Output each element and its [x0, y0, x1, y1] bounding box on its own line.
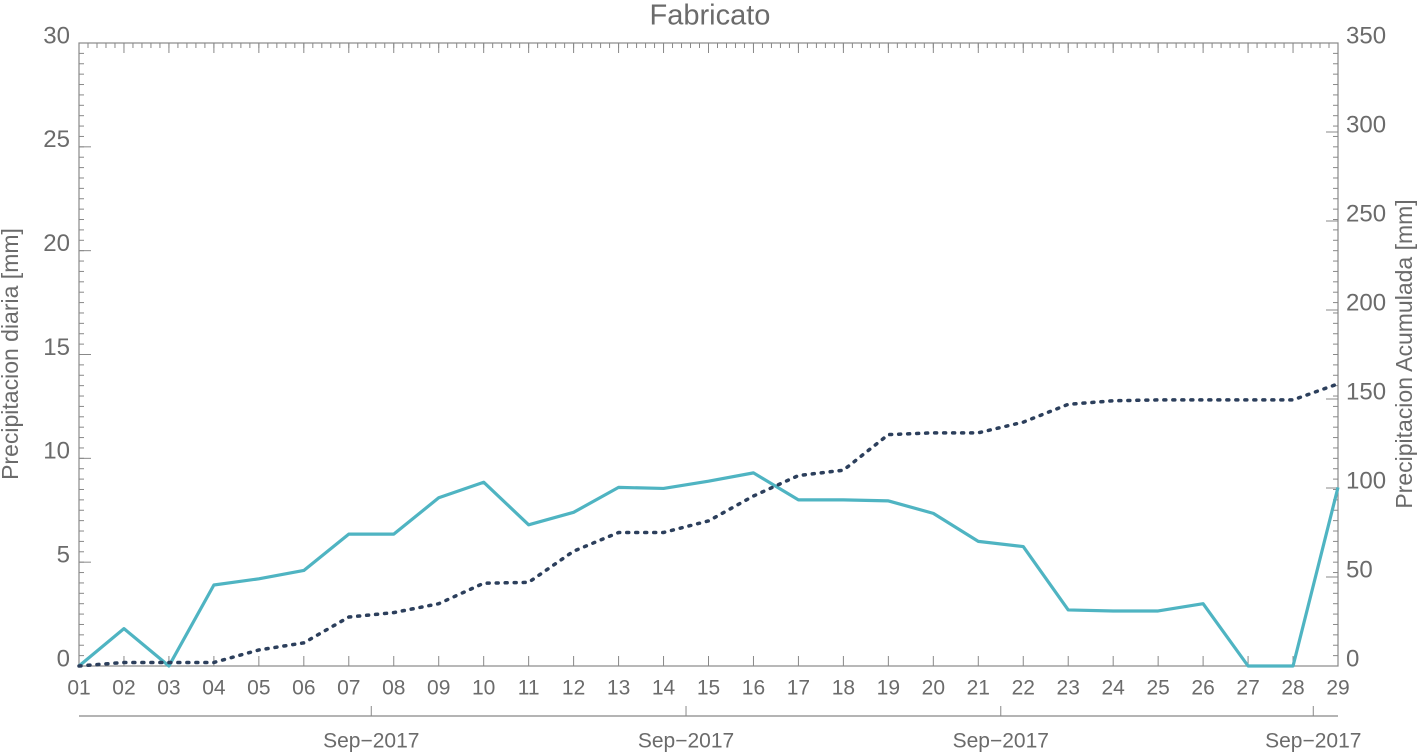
y-tick-label: 20 — [43, 230, 70, 257]
x-tick-label: 07 — [337, 677, 360, 700]
x-tick-label: 04 — [202, 677, 226, 700]
x-tick-label: 12 — [562, 677, 585, 700]
x-tick-label: 05 — [247, 677, 270, 700]
x-tick-label: 03 — [157, 677, 180, 700]
x-tick-label: 27 — [1236, 677, 1259, 700]
plot-frame — [78, 42, 1339, 667]
y2-tick-label: 0 — [1346, 645, 1359, 672]
chart-title: Fabricato — [650, 0, 771, 32]
x-tick-label: 25 — [1146, 677, 1169, 700]
series-line — [77, 382, 1340, 668]
x-tick-label: 01 — [67, 677, 90, 700]
y2-tick-label: 250 — [1346, 200, 1386, 227]
x-tick-label: 11 — [518, 677, 540, 700]
date-label: Sep−2017 — [953, 730, 1049, 753]
x-tick-label: 29 — [1326, 677, 1349, 700]
date-label: Sep−2017 — [1265, 730, 1361, 753]
x-tick-label: 06 — [292, 677, 315, 700]
y2-tick-label: 50 — [1346, 556, 1373, 583]
y-tick-label: 25 — [43, 126, 70, 153]
x-tick-label: 28 — [1281, 677, 1304, 700]
date-label: Sep−2017 — [323, 730, 419, 753]
x-tick-label: 22 — [1012, 677, 1035, 700]
date-label: Sep−2017 — [638, 730, 734, 753]
x-tick-label: 10 — [472, 677, 495, 700]
x-tick-label: 20 — [922, 677, 945, 700]
x-tick-label: 19 — [877, 677, 900, 700]
y2-tick-label: 200 — [1346, 289, 1386, 316]
y2-tick-label: 100 — [1346, 467, 1386, 494]
x-tick-label: 13 — [607, 677, 630, 700]
x-tick-label: 09 — [427, 677, 450, 700]
y-tick-label: 5 — [57, 542, 70, 569]
x-tick-label: 21 — [967, 677, 990, 700]
x-tick-label: 08 — [382, 677, 405, 700]
y2-tick-label: 350 — [1346, 22, 1386, 49]
x-tick-label: 18 — [832, 677, 855, 700]
y2-tick-label: 150 — [1346, 378, 1386, 405]
y-axis-label: Precipitacion diaria [mm] — [0, 228, 23, 480]
y2-axis-label: Precipitacion Acumulada [mm] — [1391, 199, 1417, 508]
x-tick-label: 02 — [112, 677, 135, 700]
x-tick-label: 23 — [1057, 677, 1080, 700]
y-tick-label: 0 — [57, 645, 70, 672]
y-tick-label: 10 — [43, 438, 70, 465]
x-tick-label: 15 — [697, 677, 720, 700]
series-line — [77, 471, 1340, 668]
x-tick-label: 16 — [742, 677, 765, 700]
y-tick-label: 15 — [43, 334, 70, 361]
x-tick-label: 26 — [1191, 677, 1214, 700]
x-tick-label: 24 — [1101, 677, 1125, 700]
y2-tick-label: 300 — [1346, 111, 1386, 138]
x-tick-label: 14 — [652, 677, 676, 700]
y-tick-label: 30 — [43, 22, 70, 49]
x-tick-label: 17 — [787, 677, 810, 700]
